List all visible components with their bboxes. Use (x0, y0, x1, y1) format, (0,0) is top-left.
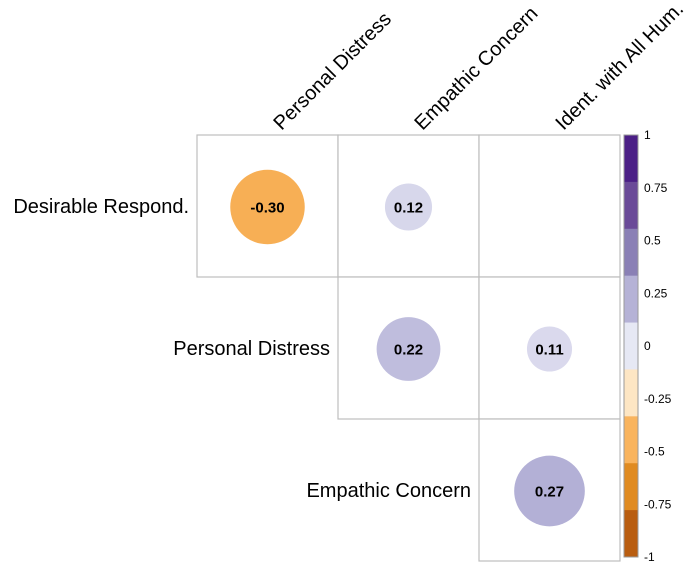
colorbar-tick-label: -0.25 (644, 392, 672, 406)
colorbar-bin (624, 228, 638, 277)
colorbar-bin (624, 510, 638, 558)
colorbar-tick-label: 0.5 (644, 234, 661, 248)
colorbar-bin (624, 181, 638, 230)
cell-value-label: 0.22 (394, 342, 423, 359)
column-label: Ident. with All Hum. (551, 0, 685, 135)
row-labels: Desirable Respond. Personal Distress Empat… (13, 196, 471, 502)
column-labels: Personal Distress Empathic Concern Ident. … (269, 0, 685, 135)
colorbar-tick-label: -0.75 (644, 497, 672, 511)
correlation-circle (526, 326, 573, 372)
correlation-circle (376, 317, 441, 381)
colorbar-bin (624, 369, 638, 417)
correlation-circle (230, 169, 305, 245)
colorbar-frame (623, 134, 639, 558)
grid-cell (478, 134, 621, 278)
column-label: Empathic Concern (410, 3, 542, 135)
colorbar-bin (624, 275, 638, 323)
colorbar-tick-label: 0 (644, 339, 651, 353)
value-layer: -0.30 0.12 0.22 0.11 0.27 (250, 200, 564, 501)
cell-value-label: -0.30 (250, 200, 284, 217)
colorbar-tick-label: 1 (644, 128, 651, 142)
correlation-circle (384, 183, 433, 231)
colorbar-bin (624, 135, 638, 183)
colorbar-bin (624, 322, 638, 370)
colorbar: 1 0.75 0.5 0.25 0 -0.25 -0.5 -0.75 -1 (623, 128, 672, 564)
correlation-circle (514, 455, 585, 527)
row-label: Empathic Concern (306, 480, 471, 502)
row-label: Desirable Respond. (13, 196, 189, 218)
column-label: Personal Distress (269, 8, 395, 134)
cell-value-label: 0.12 (394, 200, 423, 217)
colorbar-bin (624, 463, 638, 511)
row-label: Personal Distress (173, 338, 330, 360)
cell-value-label: 0.27 (535, 484, 564, 501)
cell-value-label: 0.11 (535, 342, 563, 359)
colorbar-bin (624, 416, 638, 464)
circle-layer (230, 169, 585, 527)
colorbar-tick-label: 0.75 (644, 181, 668, 195)
grid-layer (196, 134, 621, 562)
colorbar-tick-label: -1 (644, 550, 655, 564)
colorbar-tick-label: -0.5 (644, 445, 665, 459)
colorbar-tick-label: 0.25 (644, 286, 668, 300)
